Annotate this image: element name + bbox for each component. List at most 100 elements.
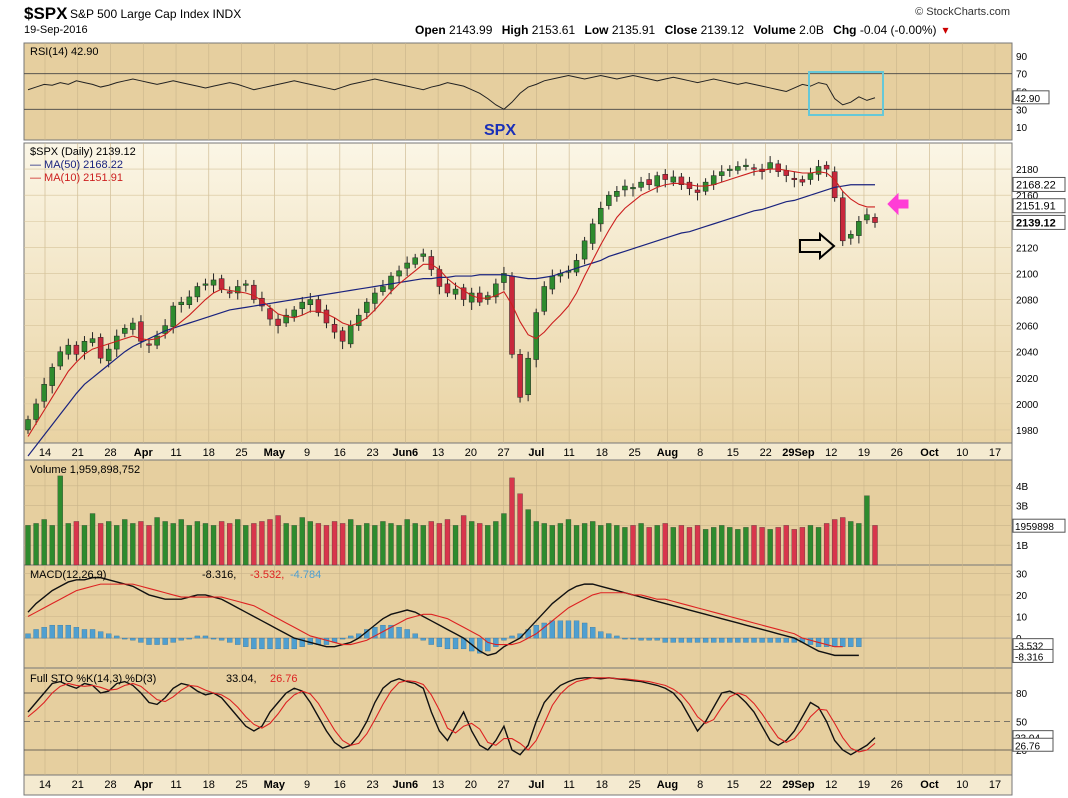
candle-body (186, 296, 193, 305)
macd-hist-bar (711, 637, 717, 643)
candle-body (97, 337, 104, 359)
candle-body (743, 164, 749, 167)
volume-bars (25, 475, 878, 566)
black-arrow-annotation (799, 231, 836, 261)
rsi-tick-label: 90 (1016, 52, 1028, 63)
macd-hist-bar (89, 629, 96, 639)
symbol-label: $SPX (24, 4, 68, 23)
candle-body (146, 343, 152, 346)
dropdown-icon[interactable]: ▾ (942, 23, 949, 37)
volume-bar (267, 519, 273, 566)
candle-body (581, 240, 588, 260)
candle-body (138, 321, 144, 342)
macd-hist-bar (138, 637, 144, 643)
price-value-label: 2139.12 (1016, 217, 1056, 229)
price-value-tag (1012, 214, 1066, 230)
candle-body (89, 338, 96, 343)
volume-bar (573, 525, 580, 566)
volume-bar (840, 517, 846, 566)
volume-bar (194, 521, 201, 566)
candle-body (848, 234, 854, 239)
volume-bar (799, 527, 806, 566)
candle-body (718, 171, 725, 176)
rsi-highlight-box (808, 71, 884, 116)
candle-body (396, 270, 402, 277)
macd-hist-bar (178, 637, 184, 641)
x-tick-label: 13 (432, 447, 444, 459)
macd-hist-bar (235, 637, 241, 645)
volume-bar (493, 521, 499, 566)
x-tick-label: 18 (203, 447, 215, 459)
macd-hist-bar (202, 635, 209, 639)
macd-hist-bar (339, 637, 346, 640)
volume-bar (452, 525, 459, 566)
x-tick-label: 16 (334, 447, 346, 459)
x-tick-label: 14 (39, 447, 51, 459)
macd-hist-bar (388, 624, 394, 639)
candle-body (614, 191, 620, 197)
macd-hist-bar (428, 637, 434, 645)
candle-body (735, 166, 741, 171)
volume-bar (694, 525, 701, 566)
volume-bar (25, 525, 31, 566)
candle-body (573, 260, 580, 273)
volume-bar (807, 525, 814, 566)
x-tick-label: 19 (858, 779, 870, 791)
volume-bar (420, 525, 426, 566)
volume-bar (670, 527, 676, 566)
candle-body (541, 286, 548, 312)
rsi-tick-label: 30 (1016, 105, 1028, 116)
candle-body (517, 354, 523, 398)
candle-body (525, 357, 531, 395)
macd-hist-bar (541, 622, 547, 639)
volume-bar (622, 527, 628, 566)
sto-tick-label: 80 (1016, 689, 1028, 700)
candle-body (767, 162, 773, 170)
volume-bar (65, 523, 71, 566)
macd-hist-bar (840, 637, 846, 647)
macd-hist-bar (444, 637, 451, 650)
price-tick-label: 2060 (1016, 322, 1039, 333)
x-tick-label: 21 (72, 779, 84, 791)
x-tick-label: 25 (629, 447, 641, 459)
stockcharts-logo[interactable]: © StockCharts.com (915, 6, 1010, 18)
candle-body (251, 284, 257, 300)
volume-bar (339, 523, 346, 566)
sto-k-line (27, 677, 876, 756)
macd-hist-bar (581, 622, 588, 639)
candle-body (702, 181, 709, 192)
macd-hist-value: -4.784 (290, 569, 321, 581)
candle-body (291, 309, 297, 317)
volume-bar (404, 519, 410, 566)
candle-body (65, 344, 72, 355)
macd-hist-bar (348, 635, 354, 639)
x-axis-band (23, 774, 1013, 796)
volume-tick-label: 4B (1016, 482, 1029, 493)
candle-body (243, 283, 249, 286)
candle-body (331, 324, 338, 333)
candle-body (839, 197, 846, 242)
macd-line (27, 576, 859, 657)
candle-body (468, 292, 475, 303)
volume-bar (848, 521, 854, 566)
volume-bar (178, 519, 184, 566)
candle-body (339, 330, 346, 342)
candle-body (113, 335, 120, 350)
x-tick-label: Jun6 (393, 779, 419, 791)
x-tick-label: Apr (134, 779, 154, 791)
macd-hist-bar (170, 637, 176, 643)
volume-bar (549, 525, 555, 566)
candle-body (57, 351, 64, 367)
volume-bar (202, 523, 209, 566)
macd-hist-bar (73, 627, 80, 639)
candle-body (501, 273, 507, 283)
price-tick-label: 2080 (1016, 296, 1039, 307)
macd-hist-bar (194, 635, 201, 639)
volume-bar (751, 525, 757, 566)
volume-bar (97, 523, 104, 566)
volume-bar (565, 519, 572, 566)
volume-bar (864, 495, 870, 566)
volume-bar (33, 523, 39, 566)
macd-hist-bar (573, 620, 580, 639)
